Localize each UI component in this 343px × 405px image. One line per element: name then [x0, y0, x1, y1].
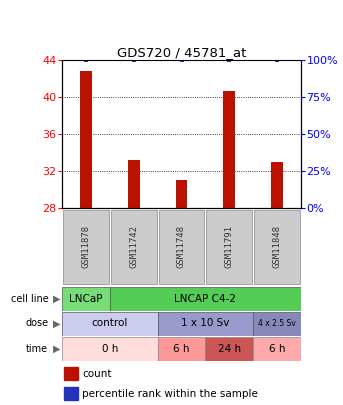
Bar	[206, 209, 252, 284]
Text: count: count	[82, 369, 112, 379]
Bar	[271, 162, 283, 208]
Text: 6 h: 6 h	[269, 343, 285, 354]
Bar	[254, 209, 300, 284]
Bar	[157, 311, 253, 335]
Bar	[62, 337, 157, 360]
Bar	[157, 337, 205, 360]
Text: 1 x 10 Sv: 1 x 10 Sv	[181, 318, 229, 328]
Bar	[64, 387, 78, 400]
Text: time: time	[26, 343, 48, 354]
Text: LNCAP C4-2: LNCAP C4-2	[175, 294, 236, 303]
Text: LNCaP: LNCaP	[69, 294, 103, 303]
Title: GDS720 / 45781_at: GDS720 / 45781_at	[117, 46, 246, 59]
Bar	[176, 180, 188, 208]
Text: 0 h: 0 h	[102, 343, 118, 354]
Bar	[205, 337, 253, 360]
Bar	[111, 209, 157, 284]
Text: percentile rank within the sample: percentile rank within the sample	[82, 389, 258, 399]
Bar	[110, 286, 301, 311]
Text: control: control	[92, 318, 128, 328]
Text: ▶: ▶	[53, 318, 61, 328]
Bar	[62, 311, 157, 335]
Text: ▶: ▶	[53, 343, 61, 354]
Text: GSM11848: GSM11848	[273, 226, 282, 269]
Text: GSM11748: GSM11748	[177, 226, 186, 269]
Bar	[253, 311, 301, 335]
Bar	[62, 286, 110, 311]
Text: cell line: cell line	[11, 294, 48, 303]
Bar	[253, 337, 301, 360]
Text: GSM11791: GSM11791	[225, 226, 234, 269]
Bar	[223, 92, 235, 208]
Bar	[158, 209, 204, 284]
Text: GSM11742: GSM11742	[129, 226, 138, 269]
Text: ▶: ▶	[53, 294, 61, 303]
Text: GSM11878: GSM11878	[81, 226, 91, 269]
Text: 24 h: 24 h	[218, 343, 241, 354]
Bar	[128, 160, 140, 208]
Text: dose: dose	[25, 318, 48, 328]
Bar	[63, 209, 109, 284]
Text: 6 h: 6 h	[173, 343, 190, 354]
Bar	[80, 71, 92, 208]
Text: 4 x 2.5 Sv: 4 x 2.5 Sv	[258, 319, 296, 328]
Bar	[64, 367, 78, 380]
